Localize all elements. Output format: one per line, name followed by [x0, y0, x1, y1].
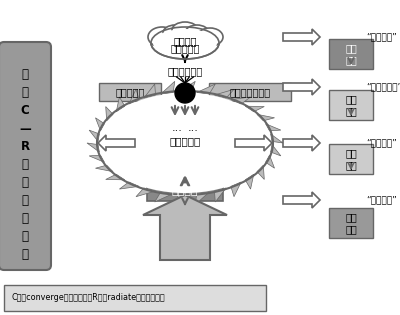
Polygon shape: [143, 195, 227, 260]
Text: 市区
骨干: 市区 骨干: [345, 94, 357, 116]
Polygon shape: [197, 84, 215, 94]
Text: ...: ...: [172, 123, 182, 133]
Text: C: C: [21, 105, 29, 117]
Circle shape: [175, 83, 195, 103]
Polygon shape: [283, 79, 320, 95]
FancyBboxPatch shape: [99, 83, 161, 101]
Polygon shape: [129, 89, 139, 104]
Text: R: R: [20, 140, 30, 153]
Ellipse shape: [151, 27, 219, 59]
Polygon shape: [283, 192, 320, 208]
FancyBboxPatch shape: [329, 208, 373, 238]
Text: 名师工作室: 名师工作室: [115, 87, 145, 97]
Polygon shape: [245, 106, 264, 112]
Text: 教: 教: [22, 194, 28, 208]
Text: 碚: 碚: [22, 87, 28, 100]
Polygon shape: [96, 118, 104, 131]
Text: 全员
教师: 全员 教师: [345, 212, 357, 234]
Text: “辐射全员”: “辐射全员”: [366, 196, 397, 204]
Text: 工作室成员: 工作室成员: [169, 136, 201, 146]
Polygon shape: [120, 182, 139, 189]
Polygon shape: [106, 106, 113, 121]
Polygon shape: [257, 114, 274, 121]
Polygon shape: [89, 155, 104, 162]
Polygon shape: [195, 192, 209, 205]
Ellipse shape: [163, 25, 187, 41]
Polygon shape: [231, 182, 241, 197]
Text: “聚合工作室”: “聚合工作室”: [366, 83, 400, 91]
Polygon shape: [87, 143, 99, 152]
Polygon shape: [283, 29, 320, 45]
FancyBboxPatch shape: [147, 181, 223, 201]
Polygon shape: [155, 192, 173, 202]
Polygon shape: [161, 81, 175, 94]
Text: C代表converge，聚合之意，R代表radiate，辐射之意。: C代表converge，聚合之意，R代表radiate，辐射之意。: [12, 294, 166, 302]
FancyBboxPatch shape: [0, 42, 51, 270]
Polygon shape: [266, 124, 281, 131]
Polygon shape: [89, 130, 99, 141]
Ellipse shape: [172, 22, 198, 38]
Text: 特色岗位工作室: 特色岗位工作室: [230, 87, 270, 97]
Polygon shape: [106, 174, 125, 180]
Polygon shape: [271, 145, 281, 156]
Text: 教: 教: [22, 158, 28, 171]
Polygon shape: [235, 135, 272, 151]
Text: 师: 师: [22, 176, 28, 190]
Polygon shape: [116, 97, 125, 112]
Polygon shape: [245, 174, 254, 189]
Text: 教师进修学院: 教师进修学院: [167, 66, 203, 76]
Text: 育: 育: [22, 213, 28, 226]
Polygon shape: [283, 135, 320, 151]
Text: 人才流动站: 人才流动站: [170, 43, 200, 53]
Polygon shape: [214, 188, 226, 202]
Ellipse shape: [153, 29, 217, 57]
FancyBboxPatch shape: [329, 90, 373, 120]
Ellipse shape: [148, 27, 176, 47]
FancyBboxPatch shape: [329, 39, 373, 69]
Text: 教育高端: 教育高端: [173, 36, 197, 46]
Polygon shape: [144, 84, 156, 98]
Text: “广揽专家”: “广揽专家”: [366, 32, 397, 42]
Ellipse shape: [197, 28, 223, 46]
FancyBboxPatch shape: [329, 144, 373, 174]
Polygon shape: [96, 165, 113, 172]
Ellipse shape: [99, 93, 271, 193]
Text: —: —: [19, 123, 31, 135]
Polygon shape: [179, 81, 195, 92]
Text: “打造名师”: “打造名师”: [366, 139, 397, 147]
Polygon shape: [214, 89, 234, 98]
Polygon shape: [257, 165, 264, 180]
Text: 全区教师: 全区教师: [172, 186, 198, 196]
Text: 校级
骨干: 校级 骨干: [345, 148, 357, 170]
Polygon shape: [266, 155, 274, 168]
Polygon shape: [175, 194, 191, 205]
Text: 正高
特级: 正高 特级: [345, 43, 357, 65]
FancyBboxPatch shape: [209, 83, 291, 101]
Text: 北: 北: [22, 68, 28, 82]
Polygon shape: [136, 188, 156, 197]
FancyBboxPatch shape: [4, 285, 266, 311]
Text: ...: ...: [188, 123, 198, 133]
Text: 式: 式: [22, 249, 28, 261]
Text: 模: 模: [22, 231, 28, 243]
Polygon shape: [98, 135, 135, 151]
Polygon shape: [231, 97, 250, 104]
Ellipse shape: [185, 25, 209, 41]
Polygon shape: [271, 134, 283, 143]
